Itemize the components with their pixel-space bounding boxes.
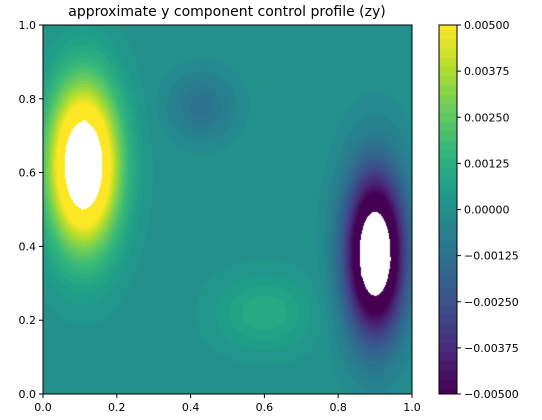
x-tick-label: 0.2 xyxy=(108,401,126,414)
x-axis: 0.0 0.2 0.4 0.6 0.8 1.0 xyxy=(34,394,421,414)
x-tick-label: 0.4 xyxy=(182,401,200,414)
x-tick-label: 0.8 xyxy=(329,401,347,414)
y-tick-label: 1.0 xyxy=(19,19,37,32)
y-tick-label: 0.4 xyxy=(19,240,37,253)
x-tick-label: 0.0 xyxy=(34,401,52,414)
colorbar-tick-label: −0.00250 xyxy=(464,296,519,309)
colorbar-tick-label: −0.00375 xyxy=(464,342,519,355)
colorbar-tick-label: 0.00500 xyxy=(464,19,510,32)
colorbar-ticks: −0.00500 −0.00375 −0.00250 −0.00125 0.00000 0… xyxy=(457,19,519,401)
x-tick-label: 1.0 xyxy=(403,401,421,414)
heatmap-plot-area xyxy=(42,24,413,395)
heatmap-image xyxy=(43,25,412,394)
colorbar-tick-label: 0.00125 xyxy=(464,157,510,170)
x-tick-label: 0.6 xyxy=(256,401,274,414)
colorbar-tick-label: 0.00250 xyxy=(464,111,510,124)
y-tick-label: 0.8 xyxy=(19,93,37,106)
y-tick-label: 0.6 xyxy=(19,167,37,180)
colorbar: −0.00500 −0.00375 −0.00250 −0.00125 0.00000 0… xyxy=(438,19,519,401)
colorbar-tick-label: 0.00375 xyxy=(464,65,510,78)
chart-title: approximate y component control profile … xyxy=(68,4,385,20)
colorbar-tick-label: 0.00000 xyxy=(464,204,510,217)
y-tick-label: 0.2 xyxy=(19,314,37,327)
colorbar-tick-label: −0.00500 xyxy=(464,388,519,401)
y-axis: 0.0 0.2 0.4 0.6 0.8 1.0 xyxy=(19,19,43,401)
colorbar-tick-label: −0.00125 xyxy=(464,250,519,263)
plot-frame xyxy=(42,24,413,395)
colorbar-gradient xyxy=(439,25,457,394)
y-tick-label: 0.0 xyxy=(19,388,37,401)
